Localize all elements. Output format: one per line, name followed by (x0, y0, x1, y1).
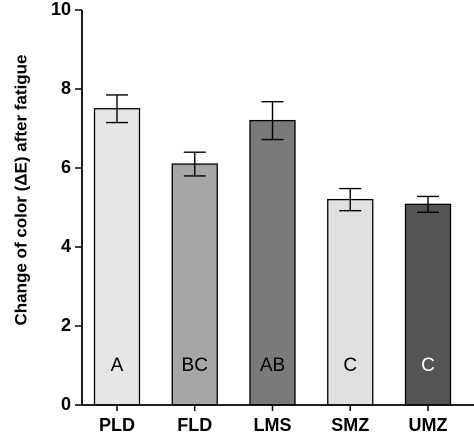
x-tick-label-fld: FLD (177, 415, 212, 435)
group-label-umz: C (421, 355, 435, 376)
y-tick-label-2: 2 (61, 315, 71, 335)
error-bar-lms (261, 100, 284, 141)
bar-pld (93, 108, 141, 406)
group-label-lms: AB (260, 355, 285, 376)
group-label-fld: BC (182, 355, 208, 376)
y-axis-title: Change of color (ΔE) after fatigue (11, 54, 30, 325)
x-tick-label-lms: LMS (254, 415, 292, 435)
x-tick-label-pld: PLD (99, 415, 135, 435)
error-bar-pld (106, 94, 128, 124)
y-tick-label-0: 0 (61, 394, 71, 414)
y-tick-label-6: 6 (61, 157, 71, 177)
group-label-pld: A (111, 355, 124, 376)
y-tick-label-10: 10 (51, 0, 71, 19)
error-bar-smz (339, 187, 362, 212)
bar-fld (171, 163, 218, 406)
error-bar-fld (183, 151, 206, 177)
x-tick-label-smz: SMZ (331, 415, 369, 435)
y-tick-label-4: 4 (61, 236, 71, 256)
group-label-smz: C (343, 355, 357, 376)
error-bar-umz (417, 195, 439, 213)
x-tick-label-umz: UMZ (409, 415, 448, 435)
y-tick-label-8: 8 (61, 78, 71, 98)
bar-smz (327, 198, 374, 406)
